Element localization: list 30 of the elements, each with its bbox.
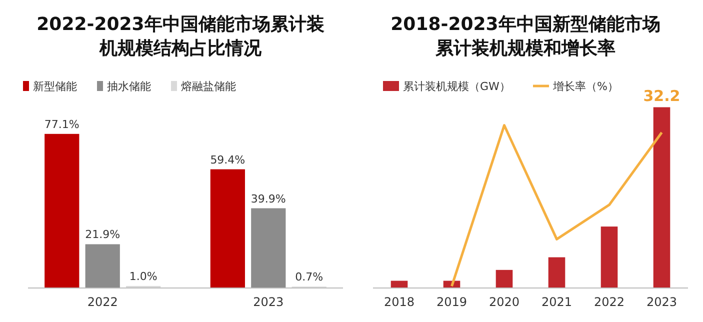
bar <box>85 244 120 288</box>
legend-label: 新型储能 <box>33 80 77 93</box>
chart-title: 2018-2023年中国新型储能市场累计装机规模和增长率 <box>390 14 660 59</box>
bar <box>251 208 286 288</box>
bar <box>496 270 513 288</box>
data-label: 0.7% <box>295 270 324 284</box>
data-label: 77.1% <box>44 118 80 131</box>
data-label: 39.9% <box>250 192 286 206</box>
x-tick-label: 2020 <box>488 295 520 309</box>
legend-label: 熔融盐储能 <box>181 80 236 93</box>
legend-label: 累计装机规模（GW） <box>403 80 510 93</box>
bar <box>210 169 245 288</box>
x-tick-label: 2019 <box>436 295 468 309</box>
legend-label: 增长率（%） <box>552 80 618 93</box>
legend-label: 抽水储能 <box>107 80 151 93</box>
bar <box>44 134 80 288</box>
chart-title: 2022-2023年中国储能市场累计装机规模结构占比情况 <box>36 14 324 59</box>
annotation: 32.2 <box>643 87 680 106</box>
x-tick-label: 2023 <box>253 295 284 309</box>
bar <box>653 107 670 288</box>
x-tick-label: 2023 <box>646 295 678 309</box>
x-tick-label: 2022 <box>87 295 118 309</box>
data-label: 21.9% <box>85 228 120 242</box>
x-tick-label: 2022 <box>594 295 625 309</box>
x-tick-label: 2021 <box>541 295 572 309</box>
x-tick-label: 2018 <box>384 295 415 309</box>
bar <box>600 226 618 288</box>
data-label: 1.0% <box>129 270 158 283</box>
data-label: 59.4% <box>210 153 246 166</box>
bar <box>548 257 566 288</box>
